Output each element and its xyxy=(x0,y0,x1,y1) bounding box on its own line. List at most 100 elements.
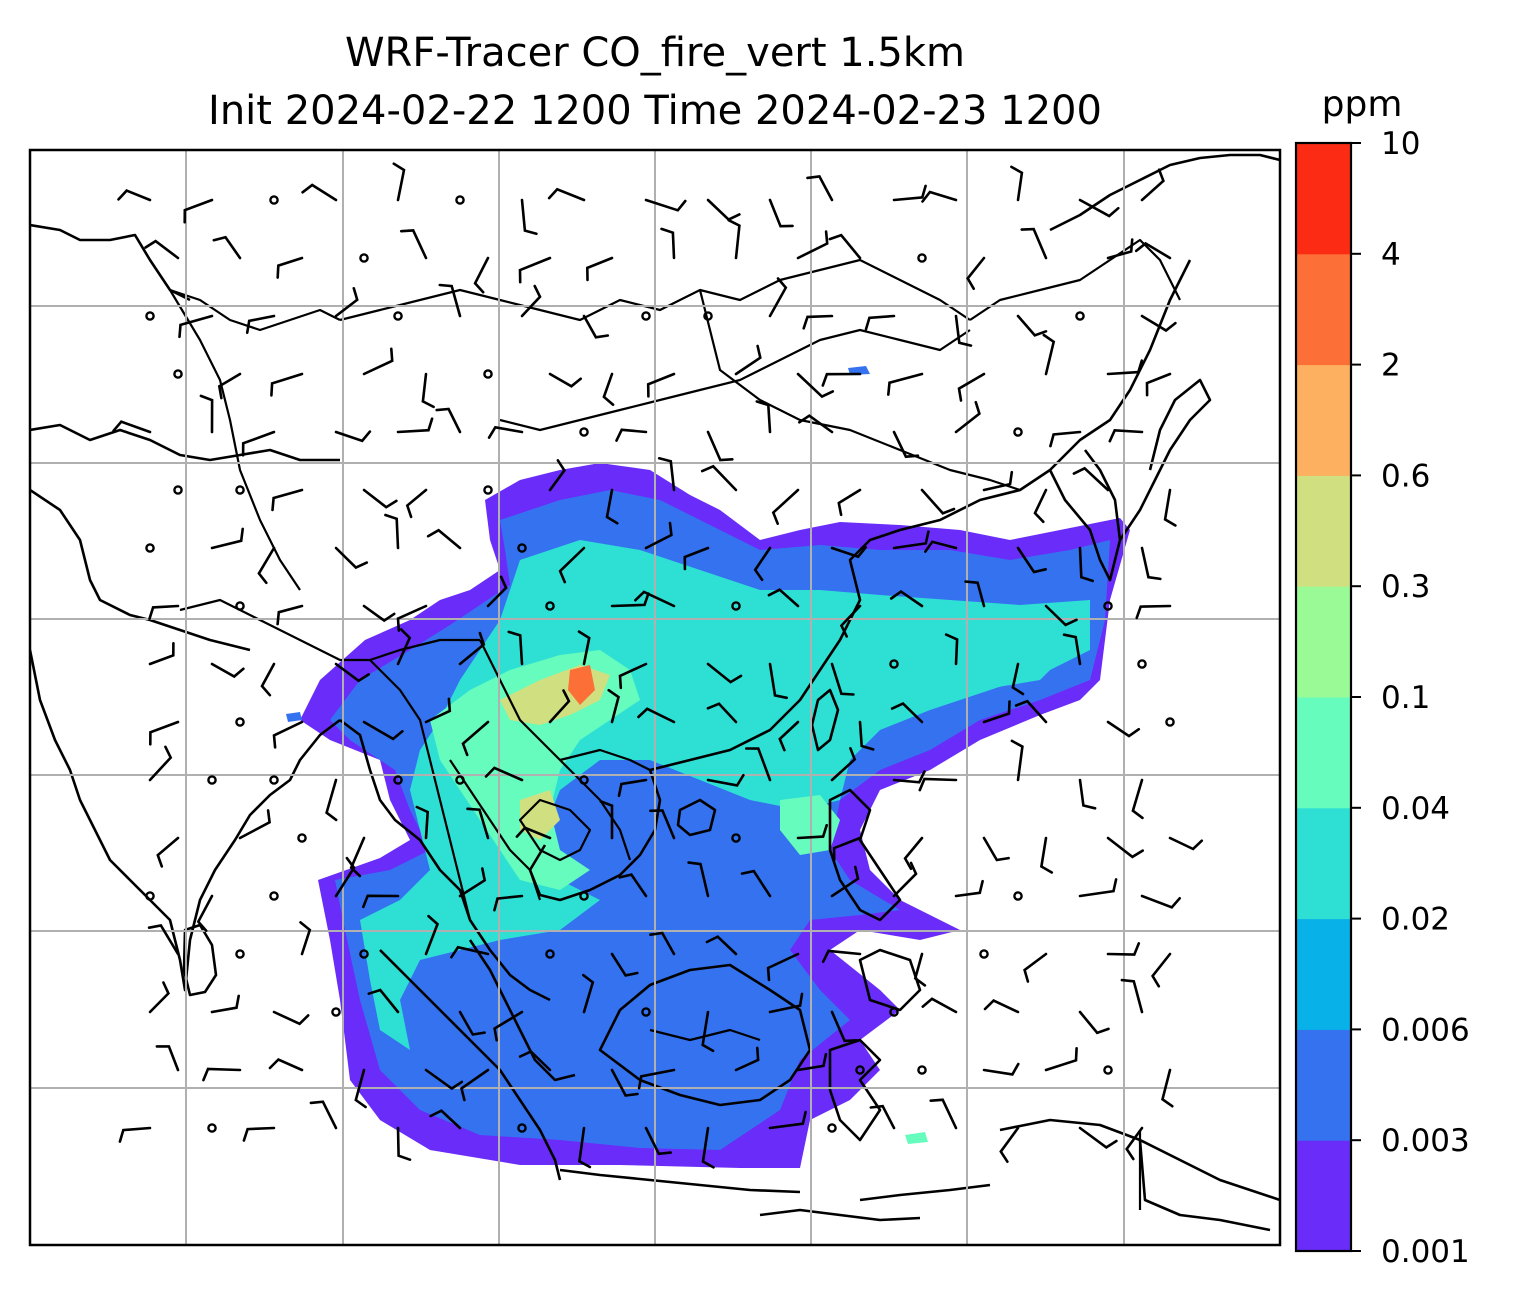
wind-barb xyxy=(429,1109,462,1130)
wind-barb xyxy=(607,688,620,724)
wind-barb xyxy=(921,997,958,1014)
wind-barb xyxy=(458,631,486,666)
wind-barb xyxy=(768,198,794,228)
colorbar-box-8 xyxy=(1296,253,1351,366)
wind-barb xyxy=(276,256,304,279)
wind-barb xyxy=(460,1068,490,1102)
colorbar-label-8: 2 xyxy=(1381,348,1401,384)
colorbar-box-1 xyxy=(1296,1029,1351,1141)
calm-marker xyxy=(641,1007,651,1017)
wind-barb xyxy=(548,372,582,388)
wind-barb xyxy=(1016,314,1048,337)
calm-marker xyxy=(269,195,279,205)
wind-barb xyxy=(887,372,924,396)
wind-barb xyxy=(210,662,245,679)
wind-barb xyxy=(210,994,240,1014)
calm-marker xyxy=(579,775,589,785)
wind-barb xyxy=(155,1045,180,1072)
wind-barb xyxy=(507,630,524,666)
wind-barb xyxy=(362,604,396,623)
wind-barb xyxy=(837,488,862,517)
wind-barb xyxy=(954,400,981,434)
wind-barb xyxy=(1108,428,1144,443)
border-china-west xyxy=(169,289,301,591)
wind-barb xyxy=(830,747,857,782)
wind-barb xyxy=(957,372,986,402)
calm-marker xyxy=(173,369,183,379)
calm-marker xyxy=(641,311,651,321)
wind-barb xyxy=(828,233,862,260)
wind-barb xyxy=(858,720,875,751)
wind-barb xyxy=(548,689,571,724)
wind-barb xyxy=(701,1010,715,1053)
wind-barb xyxy=(890,702,924,724)
wind-barb xyxy=(1016,546,1047,574)
wind-barb xyxy=(832,836,862,862)
calm-marker xyxy=(145,543,155,553)
calm-marker xyxy=(889,1007,899,1017)
coastline-korea xyxy=(1048,449,1122,582)
wind-barb xyxy=(466,807,490,840)
wind-barb xyxy=(548,459,566,492)
wind-barb xyxy=(637,707,676,724)
wind-barb xyxy=(920,488,956,515)
calm-marker xyxy=(269,775,279,785)
wind-barb xyxy=(1072,466,1110,492)
border-cambodia xyxy=(518,798,592,862)
wind-barb xyxy=(830,662,855,696)
calm-marker xyxy=(979,949,989,959)
colorbar-unit: ppm xyxy=(1322,84,1403,125)
calm-marker xyxy=(1103,1065,1113,1075)
wind-barb xyxy=(610,1068,639,1097)
coastline-timor xyxy=(759,1208,921,1222)
wind-barb xyxy=(1044,604,1078,627)
wind-barb xyxy=(585,256,614,282)
wind-barb xyxy=(450,945,490,959)
wind-barb xyxy=(798,414,834,434)
wind-barb xyxy=(493,894,524,912)
wind-barb xyxy=(438,283,462,318)
colorbar-box-7 xyxy=(1296,364,1351,476)
map-frame xyxy=(28,148,1282,1247)
wind-barb xyxy=(1044,1047,1078,1072)
wind-barb xyxy=(325,778,338,822)
calm-marker xyxy=(207,775,217,785)
wind-barb xyxy=(768,992,804,1014)
coastline-mindanao xyxy=(858,948,922,1012)
wind-barb xyxy=(582,314,610,339)
wind-barb xyxy=(241,430,276,457)
wind-barb xyxy=(1010,739,1024,782)
coastline-west xyxy=(30,423,340,462)
wind-barb xyxy=(796,823,828,840)
calm-marker xyxy=(173,485,183,495)
wind-barb xyxy=(272,720,304,749)
wind-barb xyxy=(646,372,676,398)
wind-barb xyxy=(435,407,462,434)
wind-barb xyxy=(615,428,648,442)
calm-marker xyxy=(1075,311,1085,321)
gridlines xyxy=(30,150,1280,1245)
wind-barb xyxy=(1106,238,1134,260)
wind-barb xyxy=(367,988,400,1014)
colorbar-label-3: 0.02 xyxy=(1381,902,1450,938)
wind-barb xyxy=(644,1126,672,1156)
calm-marker xyxy=(1103,601,1113,611)
wind-barb xyxy=(982,836,1010,862)
colorbar-label-7: 0.6 xyxy=(1381,458,1430,494)
wind-barb xyxy=(1140,894,1181,909)
calm-marker xyxy=(731,833,741,843)
wind-barb xyxy=(755,400,772,434)
wind-barb xyxy=(618,662,648,690)
border-mongolia xyxy=(339,258,971,322)
wind-barb xyxy=(396,628,412,666)
wind-barb xyxy=(982,1062,1020,1076)
wind-barb xyxy=(1135,604,1172,620)
wind-barb xyxy=(493,1010,524,1042)
wind-barb xyxy=(260,662,276,697)
tracer-layer-green xyxy=(430,650,640,890)
wind-barb xyxy=(334,856,356,898)
wind-barb xyxy=(301,183,338,202)
wind-barb xyxy=(802,314,834,330)
wind-barb xyxy=(1140,546,1162,581)
